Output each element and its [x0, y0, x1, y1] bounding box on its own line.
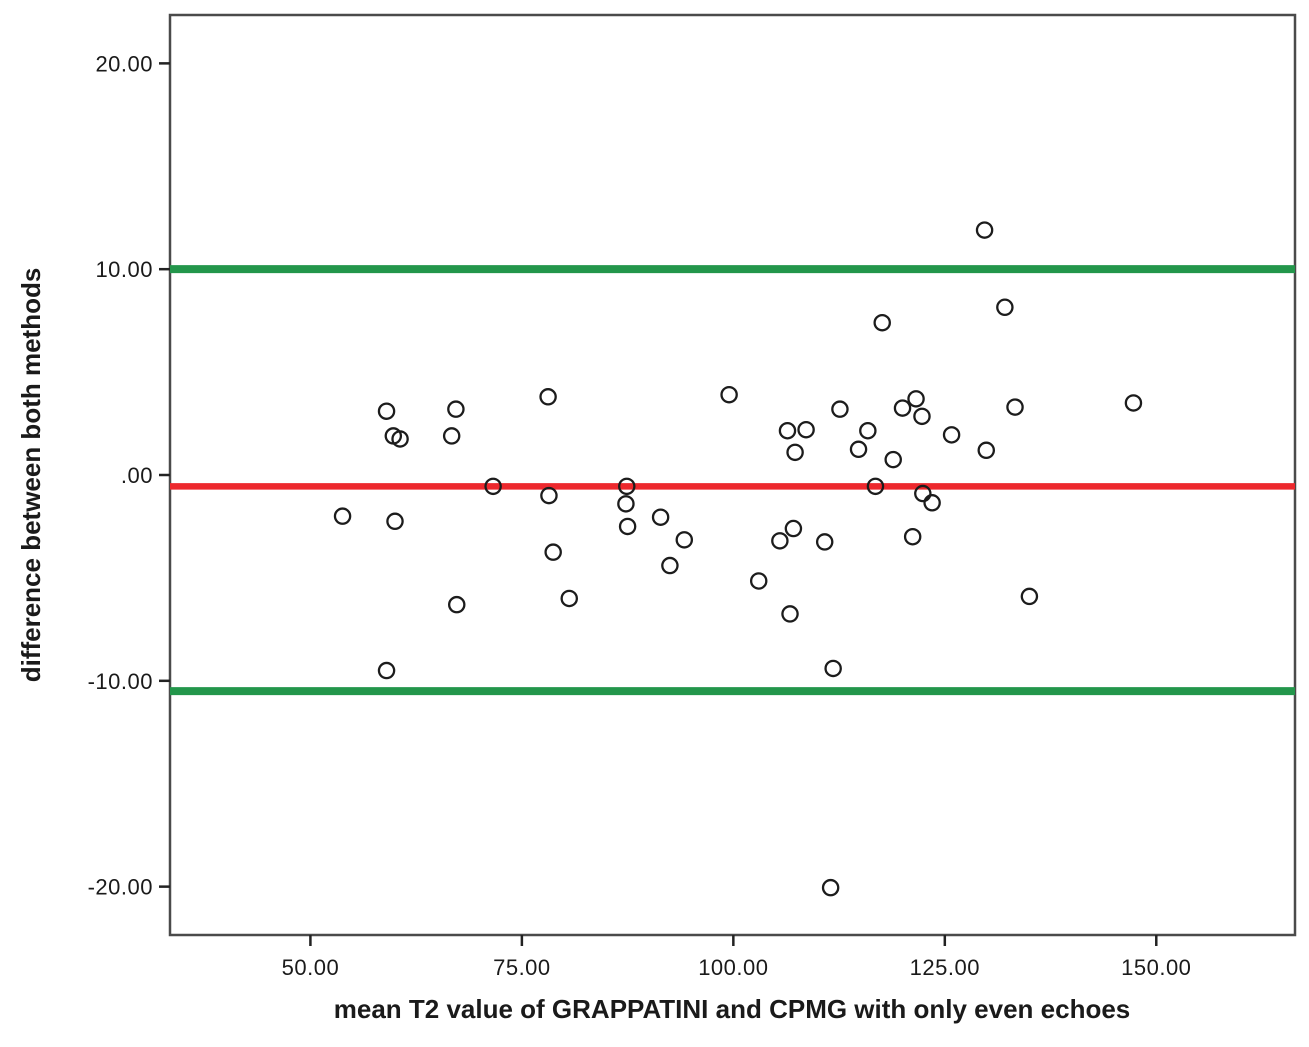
data-point — [831, 400, 849, 418]
x-tick-label: 50.00 — [282, 955, 340, 980]
reference-lines — [170, 265, 1295, 696]
data-point — [893, 399, 912, 417]
x-tick-label: 100.00 — [698, 955, 768, 980]
scatter-points — [333, 221, 1143, 897]
data-point — [1006, 398, 1024, 416]
data-point — [539, 388, 557, 406]
data-point — [784, 519, 803, 538]
data-point — [618, 517, 637, 536]
x-axis-ticks: 50.00 75.00 100.00 125.00 150.00 — [282, 935, 1191, 980]
data-point — [923, 494, 941, 512]
data-point — [391, 430, 409, 448]
data-point — [540, 486, 558, 505]
y-tick-label: .00 — [121, 463, 153, 488]
data-point — [386, 512, 404, 531]
data-point — [996, 298, 1014, 317]
data-point — [859, 421, 877, 440]
data-point — [866, 477, 885, 496]
data-point — [720, 385, 738, 404]
data-point — [771, 532, 789, 550]
y-axis-ticks: 20.00 10.00 .00 -10.00 -20.00 — [88, 51, 170, 900]
data-point — [821, 878, 840, 897]
data-point — [903, 527, 922, 546]
data-point — [914, 484, 932, 503]
data-point — [333, 507, 352, 525]
y-tick-label: 20.00 — [95, 51, 153, 76]
data-point — [778, 421, 797, 440]
x-tick-label: 150.00 — [1121, 955, 1191, 980]
x-tick-label: 125.00 — [910, 955, 980, 980]
data-point — [781, 605, 799, 623]
data-point — [884, 450, 902, 469]
data-point — [975, 221, 994, 239]
data-point — [377, 661, 396, 680]
data-point — [560, 589, 578, 608]
data-point — [544, 543, 562, 561]
y-axis-title: difference between both methods — [16, 268, 46, 683]
data-point — [913, 407, 931, 426]
data-point — [651, 508, 670, 526]
plot-frame — [168, 13, 1297, 937]
x-axis-title: mean T2 value of GRAPPATINI and CPMG wit… — [334, 994, 1131, 1024]
x-tick-label: 75.00 — [493, 955, 551, 980]
data-point — [824, 659, 842, 678]
data-point — [675, 531, 694, 549]
data-point — [442, 427, 461, 445]
data-point — [977, 441, 996, 460]
data-point — [484, 477, 502, 496]
data-point — [1020, 587, 1039, 606]
data-point — [849, 440, 868, 459]
data-point — [661, 556, 679, 575]
data-point — [786, 443, 804, 462]
data-point — [749, 572, 768, 590]
data-point — [797, 420, 815, 439]
data-point — [873, 313, 891, 332]
data-point — [1124, 394, 1143, 412]
data-point — [907, 390, 925, 408]
data-point — [942, 426, 961, 444]
data-point — [618, 477, 636, 496]
y-tick-label: -20.00 — [88, 875, 153, 900]
data-point — [377, 402, 396, 420]
data-point — [815, 533, 834, 551]
data-point — [447, 595, 466, 614]
y-tick-label: 10.00 — [95, 257, 153, 282]
data-point — [617, 495, 635, 513]
y-tick-label: -10.00 — [88, 669, 153, 694]
data-point — [447, 400, 465, 418]
